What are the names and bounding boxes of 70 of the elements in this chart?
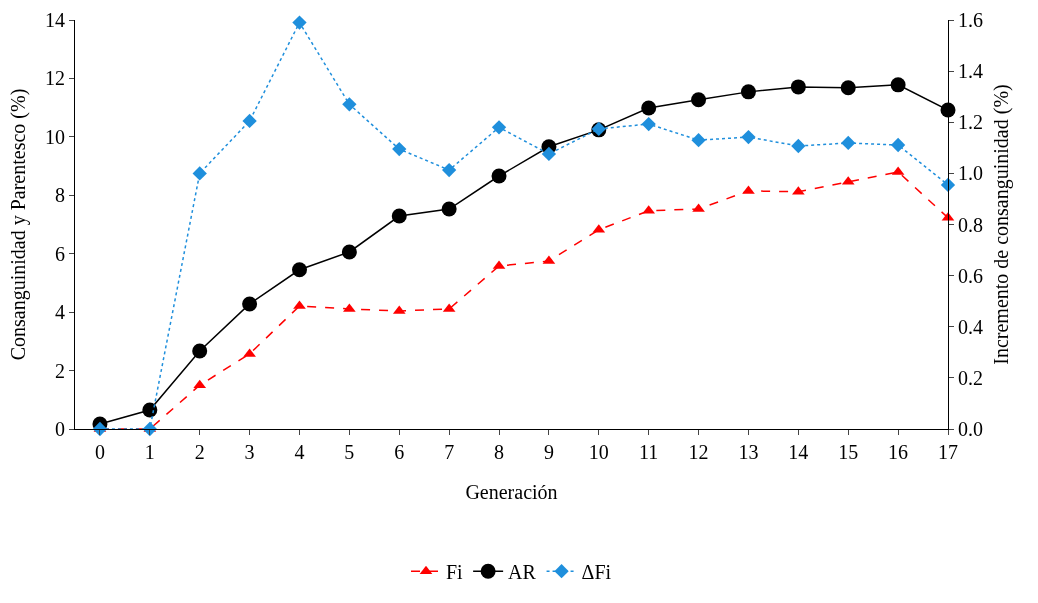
point xyxy=(192,166,207,181)
x-tick-label: 5 xyxy=(344,441,355,463)
x-tick-label: 17 xyxy=(938,441,958,463)
y2-tick-label: 1.2 xyxy=(958,111,983,134)
point xyxy=(841,135,856,151)
point xyxy=(292,15,307,30)
y-tick-label: 12 xyxy=(45,67,65,90)
y2-tick-label: 0.8 xyxy=(958,213,983,236)
point xyxy=(890,77,906,93)
point xyxy=(791,138,806,154)
point xyxy=(242,113,257,129)
x-tick-label: 6 xyxy=(394,441,405,463)
legend-label: AR xyxy=(508,561,537,583)
point xyxy=(242,296,258,312)
point xyxy=(142,402,158,418)
x-tick-label: 10 xyxy=(588,441,609,463)
point xyxy=(890,137,906,153)
y-tick-label: 14 xyxy=(45,9,65,31)
point xyxy=(491,168,507,184)
legend-label: Fi xyxy=(446,561,464,583)
x-tick-label: 2 xyxy=(194,441,205,463)
point xyxy=(342,97,357,112)
point xyxy=(391,208,407,224)
y2-tick-label: 0.0 xyxy=(958,418,983,440)
x-tick-label: 7 xyxy=(444,441,455,463)
x-tick-label: 12 xyxy=(688,441,709,463)
x-tick-label: 14 xyxy=(788,441,809,463)
point xyxy=(641,100,657,116)
point xyxy=(441,162,457,178)
y2-tick-label: 1.0 xyxy=(958,162,983,185)
y-axis-title: Consanguinidad y Parentesco (%) xyxy=(7,88,30,361)
x-axis-title: Generación xyxy=(465,481,558,503)
x-tick-label: 3 xyxy=(244,441,255,463)
x-tick-label: 0 xyxy=(94,441,105,463)
legend-label: ΔFi xyxy=(581,561,612,583)
x-tick-label: 16 xyxy=(888,441,909,463)
point xyxy=(741,129,756,145)
point xyxy=(740,84,756,100)
point xyxy=(341,244,357,260)
y2-tick-label: 1.4 xyxy=(958,60,983,83)
y-tick-label: 8 xyxy=(55,184,65,207)
point xyxy=(790,79,806,95)
point xyxy=(691,132,706,148)
y-tick-label: 4 xyxy=(55,301,65,324)
point xyxy=(392,141,407,157)
x-tick-label: 1 xyxy=(144,441,155,463)
y-tick-label: 10 xyxy=(45,125,65,148)
point xyxy=(541,146,557,162)
point xyxy=(940,177,956,193)
y2-tick-label: 0.2 xyxy=(958,366,983,389)
y2-axis-title: Incremento de consanguinidad (%) xyxy=(990,84,1013,365)
y2-tick-label: 0.6 xyxy=(958,264,983,287)
point xyxy=(292,262,307,278)
x-tick-label: 9 xyxy=(543,441,554,463)
point xyxy=(192,343,208,359)
y-tick-label: 0 xyxy=(55,418,65,440)
point xyxy=(691,92,707,108)
point xyxy=(441,201,457,217)
x-tick-label: 11 xyxy=(639,441,659,463)
point xyxy=(491,120,507,135)
x-tick-label: 15 xyxy=(838,441,859,463)
x-tick-label: 8 xyxy=(494,441,505,463)
point xyxy=(840,80,856,96)
y2-tick-label: 0.4 xyxy=(958,315,983,338)
x-tick-label: 13 xyxy=(738,441,759,463)
y2-tick-label: 1.6 xyxy=(958,9,983,31)
y-tick-label: 6 xyxy=(55,242,65,265)
point xyxy=(641,116,656,132)
x-tick-label: 4 xyxy=(294,441,305,463)
y-tick-label: 2 xyxy=(55,359,65,382)
